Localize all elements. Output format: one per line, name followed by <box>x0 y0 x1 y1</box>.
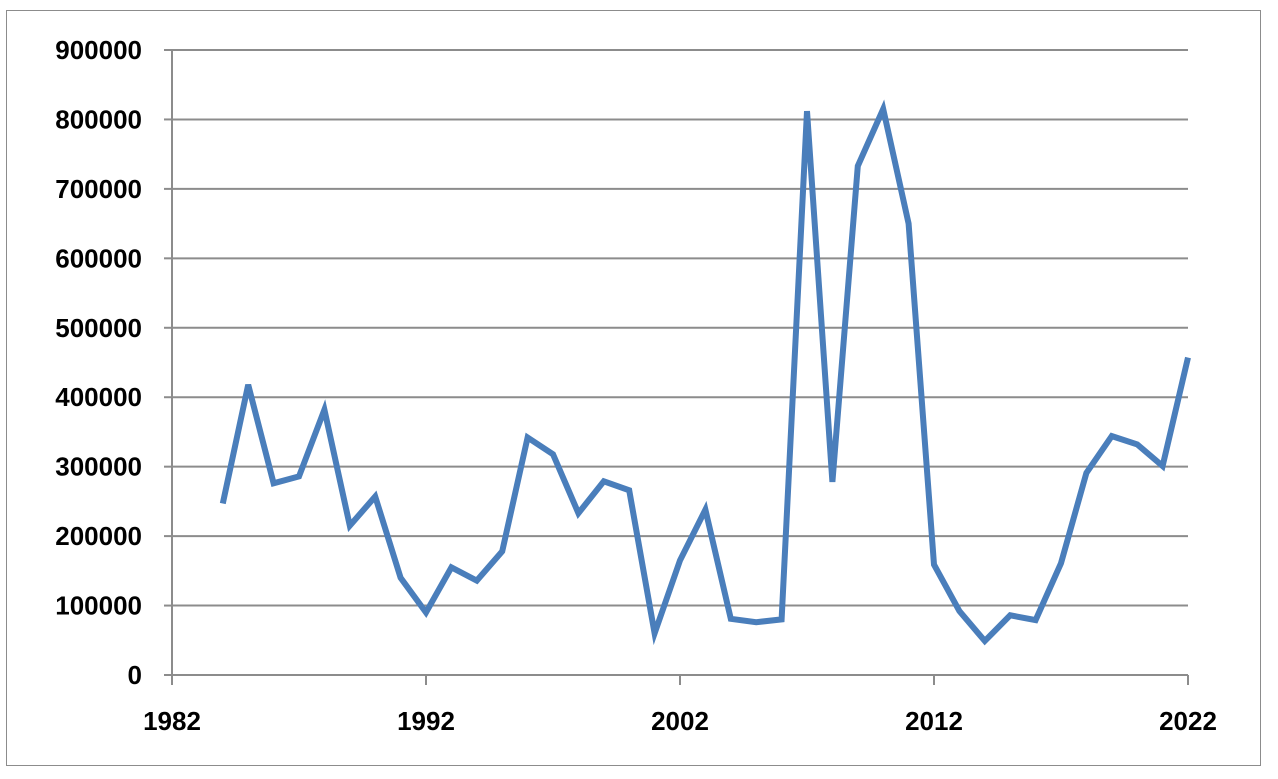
data-point <box>829 479 835 485</box>
data-point <box>271 480 277 486</box>
y-tick-label: 700000 <box>55 174 142 204</box>
y-tick-label: 0 <box>128 660 142 690</box>
x-tick-label: 2022 <box>1159 706 1217 736</box>
y-tick-label: 100000 <box>55 591 142 621</box>
tick-label-layer: 0 100000 200000 300000 400000 500000 600000 700… <box>55 35 1217 736</box>
x-tick-label: 2002 <box>651 706 709 736</box>
y-tick-label: 800000 <box>55 104 142 134</box>
grid-layer <box>172 49 1188 607</box>
data-point <box>1058 560 1064 566</box>
y-tick-label: 900000 <box>55 35 142 65</box>
data-point <box>728 616 734 622</box>
data-point <box>1007 612 1013 618</box>
data-point <box>855 163 861 169</box>
y-tick-label: 600000 <box>55 243 142 273</box>
data-point <box>652 630 658 636</box>
data-point <box>956 608 962 614</box>
y-tick-label: 400000 <box>55 382 142 412</box>
y-tick-label: 200000 <box>55 521 142 551</box>
x-tick-label: 2012 <box>905 706 963 736</box>
axis-layer <box>164 49 1189 685</box>
data-point <box>550 451 556 457</box>
data-point <box>779 616 785 622</box>
data-point <box>220 500 226 506</box>
data-point <box>1185 355 1191 361</box>
series-line-0 <box>219 99 1191 646</box>
x-tick-label: 1982 <box>143 706 201 736</box>
data-point <box>880 106 886 112</box>
data-point <box>575 510 581 516</box>
data-point <box>982 638 988 644</box>
x-tick-label: 1992 <box>397 706 455 736</box>
data-point <box>626 487 632 493</box>
data-point <box>1083 470 1089 476</box>
data-point <box>321 407 327 413</box>
data-point <box>347 523 353 529</box>
data-point <box>1160 463 1166 469</box>
data-point <box>601 478 607 484</box>
data-point <box>753 619 759 625</box>
data-point <box>474 578 480 584</box>
data-point <box>423 610 429 616</box>
data-point <box>804 108 810 114</box>
y-tick-label: 300000 <box>55 452 142 482</box>
data-point <box>499 548 505 554</box>
chart-frame <box>6 10 1261 766</box>
data-point <box>702 507 708 513</box>
series-layer <box>219 99 1191 646</box>
data-point <box>525 435 531 441</box>
data-point <box>1109 433 1115 439</box>
data-point <box>372 494 378 500</box>
data-point <box>677 557 683 563</box>
data-point <box>448 564 454 570</box>
data-point <box>931 562 937 568</box>
data-point <box>1134 441 1140 447</box>
data-point <box>1033 617 1039 623</box>
data-point <box>296 473 302 479</box>
y-tick-label: 500000 <box>55 313 142 343</box>
data-point <box>906 221 912 227</box>
data-point <box>398 575 404 581</box>
data-point <box>245 382 251 388</box>
